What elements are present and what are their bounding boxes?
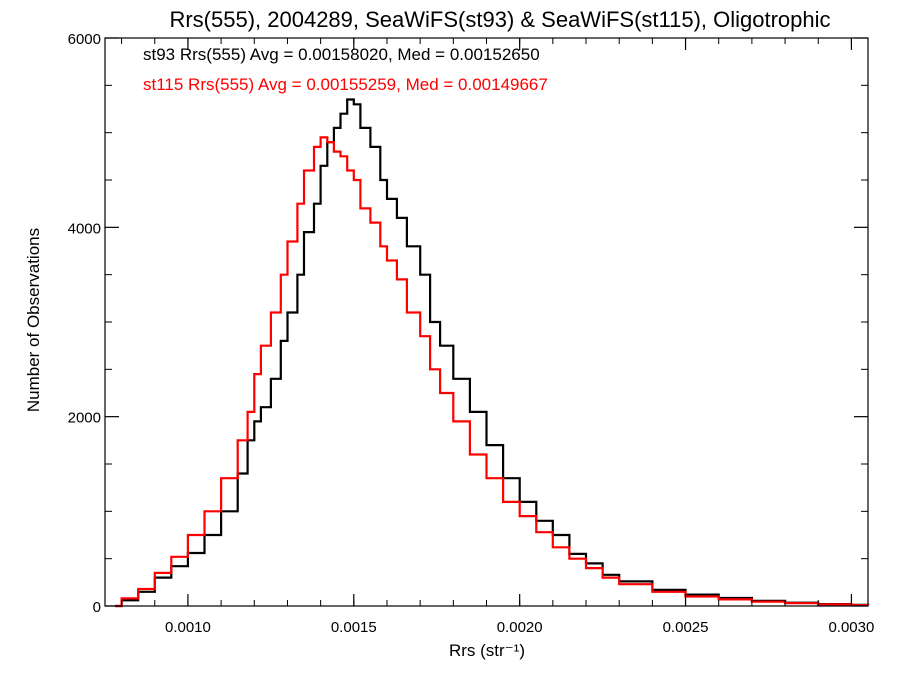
y-tick-label: 2000 (68, 410, 101, 427)
series-line-st93 (115, 98, 870, 608)
x-tick-label: 0.0020 (497, 619, 543, 636)
series-layer (115, 98, 870, 608)
x-tick-label: 0.0025 (663, 619, 709, 636)
y-tick-label: 6000 (68, 31, 101, 48)
series-line-st115 (115, 136, 870, 608)
legend-entry-st115: st115 Rrs(555) Avg = 0.00155259, Med = 0… (143, 75, 548, 94)
x-tick-label: 0.0010 (165, 619, 211, 636)
plot-frame (104, 37, 869, 607)
x-axis-label: Rrs (str⁻¹) (449, 641, 525, 660)
x-tick-label: 0.0015 (331, 619, 377, 636)
legend-entry-st93: st93 Rrs(555) Avg = 0.00158020, Med = 0.… (143, 45, 540, 64)
y-axis-label: Number of Observations (24, 228, 43, 412)
chart-title: Rrs(555), 2004289, SeaWiFS(st93) & SeaWi… (169, 7, 830, 32)
ticks-layer: 0.0010 0.0015 0.0020 0.0025 0.0030 0 2000 4000 6… (68, 31, 875, 636)
y-tick-label: 0 (93, 599, 101, 616)
x-tick-label: 0.0030 (828, 619, 874, 636)
annotations-layer: st93 Rrs(555) Avg = 0.00158020, Med = 0.… (143, 45, 548, 94)
y-tick-label: 4000 (68, 220, 101, 237)
